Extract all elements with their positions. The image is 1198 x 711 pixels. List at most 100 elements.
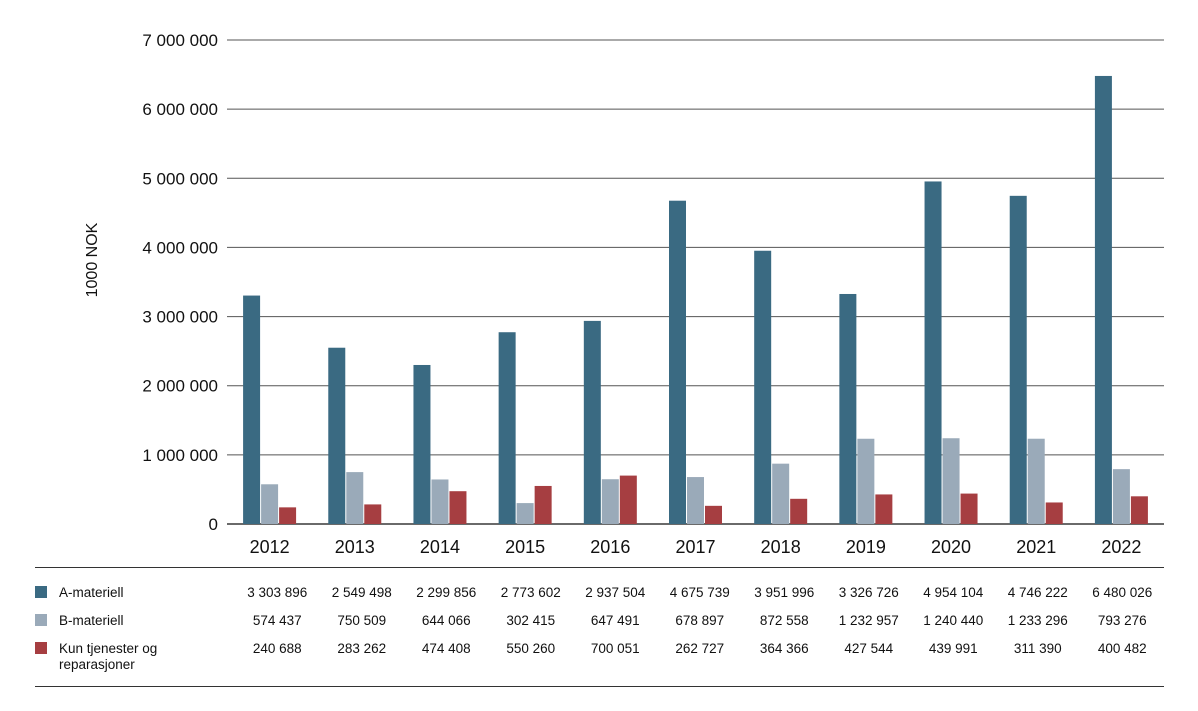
bar-chart: 0 1 000 000 2 000 000 3 000 000 4 000 000 5 0… [84, 31, 1164, 557]
bar [619, 475, 637, 524]
bar [687, 477, 704, 524]
x-tick-label: 2020 [931, 537, 971, 557]
legend-label: B-materiell [59, 613, 124, 628]
bar [449, 491, 467, 524]
y-tick-label: 6 000 000 [142, 100, 218, 119]
bar [1027, 438, 1045, 524]
bar [364, 504, 382, 524]
data-label: 793 276 [1097, 613, 1147, 628]
data-label: 644 066 [421, 613, 471, 628]
data-label: 474 408 [421, 641, 471, 656]
data-label: 3 303 896 [247, 585, 308, 600]
x-tick-label: 2019 [846, 537, 886, 557]
data-label: 2 937 504 [585, 585, 646, 600]
y-tick-label: 1 000 000 [142, 446, 218, 465]
data-label: 678 897 [675, 613, 725, 628]
data-label: 283 262 [337, 641, 387, 656]
bar [942, 438, 960, 524]
data-label: 2 773 602 [500, 585, 561, 600]
table-row: A-materiell 3 303 896 2 549 498 2 299 856 2 … [35, 568, 1165, 601]
bar [261, 484, 279, 524]
legend-swatch [35, 614, 47, 626]
bar [960, 493, 978, 524]
data-label: 4 675 739 [669, 585, 730, 600]
legend-entry: Kun tjenester og reparasjoner [35, 629, 235, 673]
legend-entry: A-materiell [35, 568, 235, 601]
data-label: 550 260 [506, 641, 556, 656]
legend-label: Kun tjenester og reparasjoner [59, 641, 158, 672]
bar [583, 320, 601, 524]
x-tick-label: 2013 [335, 537, 375, 557]
data-label: 2 299 856 [416, 585, 477, 600]
legend-entry: B-materiell [35, 601, 235, 629]
bar [346, 472, 364, 524]
data-label: 427 544 [844, 641, 894, 656]
data-label: 240 688 [252, 641, 302, 656]
bar [328, 347, 346, 524]
data-label: 302 415 [506, 613, 556, 628]
bar [754, 250, 772, 524]
bar [413, 364, 431, 524]
table-bottom-border [35, 686, 1164, 687]
data-label: 3 951 996 [754, 585, 815, 600]
bar [601, 479, 619, 524]
bar [839, 293, 857, 524]
x-tick-label: 2017 [675, 537, 715, 557]
data-label: 700 051 [590, 641, 640, 656]
data-label: 574 437 [252, 613, 302, 628]
bar [790, 498, 808, 524]
data-label: 439 991 [928, 641, 978, 656]
table-top-border [35, 567, 1164, 568]
bar [279, 507, 297, 524]
data-label: 1 240 440 [923, 613, 984, 628]
bar [1112, 469, 1130, 524]
x-tick-label: 2018 [761, 537, 801, 557]
data-label: 872 558 [759, 613, 809, 628]
bar [431, 479, 449, 524]
bar [857, 438, 875, 524]
data-label: 3 326 726 [838, 585, 899, 600]
bar [1009, 195, 1027, 525]
legend-swatch [35, 586, 47, 598]
y-tick-label: 4 000 000 [142, 238, 218, 257]
data-label: 2 549 498 [331, 585, 392, 600]
y-tick-label: 5 000 000 [142, 169, 218, 188]
bar [669, 200, 686, 524]
y-tick-label: 2 000 000 [142, 377, 218, 396]
x-tick-label: 2022 [1101, 537, 1141, 557]
gridlines [227, 39, 1164, 525]
bar [516, 503, 534, 524]
y-tick-label: 7 000 000 [142, 31, 218, 50]
table-row: B-materiell 574 437 750 509 644 066 302 415 6… [35, 601, 1165, 629]
bar [875, 494, 893, 524]
bar [1130, 496, 1148, 524]
bar [1045, 502, 1063, 524]
data-label: 6 480 026 [1092, 585, 1153, 600]
bar [243, 295, 261, 524]
bar [772, 463, 790, 524]
table-row: Kun tjenester og reparasjoner 240 688 283 … [35, 629, 1165, 673]
data-label: 1 233 296 [1007, 613, 1068, 628]
data-label: 4 746 222 [1007, 585, 1068, 600]
legend-label: A-materiell [59, 585, 124, 600]
y-axis-label: 1000 NOK [84, 222, 101, 297]
x-axis-ticks: 2012 2013 2014 2015 2016 2017 2018 2019 2020 2021… [250, 537, 1142, 557]
data-label: 1 232 957 [838, 613, 899, 628]
y-axis-ticks: 0 1 000 000 2 000 000 3 000 000 4 000 000 5 0… [142, 31, 218, 534]
data-label: 400 482 [1097, 641, 1147, 656]
bar [1094, 75, 1112, 524]
x-tick-label: 2012 [250, 537, 290, 557]
bar [498, 332, 516, 524]
y-tick-label: 0 [209, 515, 218, 534]
bar [534, 485, 552, 524]
bar [924, 181, 942, 524]
data-label: 364 366 [759, 641, 809, 656]
data-label: 311 390 [1013, 641, 1062, 656]
bar [705, 505, 722, 524]
x-tick-label: 2021 [1016, 537, 1056, 557]
x-tick-label: 2014 [420, 537, 460, 557]
data-label: 262 727 [675, 641, 725, 656]
data-label: 750 509 [337, 613, 387, 628]
y-tick-label: 3 000 000 [142, 308, 218, 327]
x-tick-label: 2016 [590, 537, 630, 557]
